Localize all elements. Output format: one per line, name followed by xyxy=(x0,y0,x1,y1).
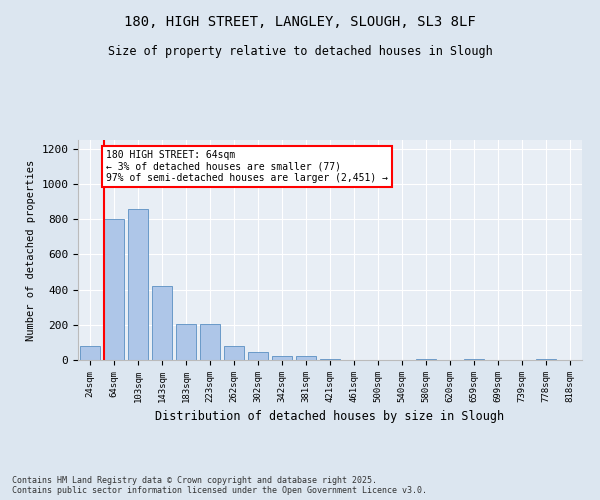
Bar xyxy=(272,356,292,360)
Bar xyxy=(128,208,148,360)
Bar xyxy=(320,359,340,360)
Bar xyxy=(296,356,316,360)
X-axis label: Distribution of detached houses by size in Slough: Distribution of detached houses by size … xyxy=(155,410,505,424)
Bar xyxy=(464,359,484,360)
Bar xyxy=(200,324,220,360)
Text: Size of property relative to detached houses in Slough: Size of property relative to detached ho… xyxy=(107,45,493,58)
Y-axis label: Number of detached properties: Number of detached properties xyxy=(26,160,36,340)
Bar xyxy=(104,219,124,360)
Bar xyxy=(152,286,172,360)
Bar xyxy=(248,352,268,360)
Text: 180 HIGH STREET: 64sqm
← 3% of detached houses are smaller (77)
97% of semi-deta: 180 HIGH STREET: 64sqm ← 3% of detached … xyxy=(106,150,388,183)
Bar xyxy=(176,324,196,360)
Bar xyxy=(80,346,100,360)
Bar xyxy=(224,346,244,360)
Bar xyxy=(416,359,436,360)
Text: 180, HIGH STREET, LANGLEY, SLOUGH, SL3 8LF: 180, HIGH STREET, LANGLEY, SLOUGH, SL3 8… xyxy=(124,15,476,29)
Bar xyxy=(536,359,556,360)
Text: Contains HM Land Registry data © Crown copyright and database right 2025.
Contai: Contains HM Land Registry data © Crown c… xyxy=(12,476,427,495)
